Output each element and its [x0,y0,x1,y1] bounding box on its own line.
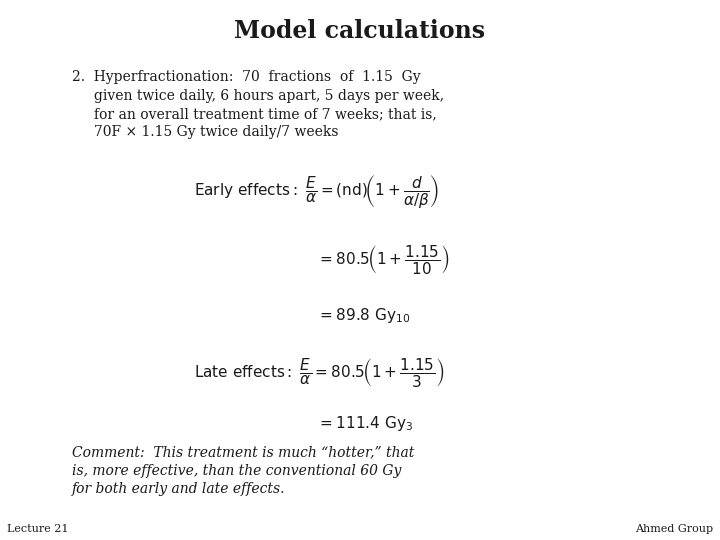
Text: 2.  Hyperfractionation:  70  fractions  of  1.15  Gy
     given twice daily, 6 h: 2. Hyperfractionation: 70 fractions of 1… [72,70,444,139]
Text: Model calculations: Model calculations [235,19,485,43]
Text: Lecture 21: Lecture 21 [7,523,68,534]
Text: $= 111.4\ \mathrm{Gy}_{3}$: $= 111.4\ \mathrm{Gy}_{3}$ [317,414,413,434]
Text: $= 89.8\ \mathrm{Gy}_{10}$: $= 89.8\ \mathrm{Gy}_{10}$ [317,306,410,326]
Text: $\mathrm{Early\ effects:}\ \dfrac{E}{\alpha} = (\mathrm{nd})\!\left(1 + \dfrac{d: $\mathrm{Early\ effects:}\ \dfrac{E}{\al… [194,173,440,210]
Text: Comment:  This treatment is much “hotter,” that
is, more effective, than the con: Comment: This treatment is much “hotter,… [72,446,415,496]
Text: $= 80.5\!\left(1 + \dfrac{1.15}{10}\right)$: $= 80.5\!\left(1 + \dfrac{1.15}{10}\righ… [317,242,449,276]
Text: Ahmed Group: Ahmed Group [634,523,713,534]
Text: $\mathrm{Late\ effects:}\ \dfrac{E}{\alpha} = 80.5\!\left(1 + \dfrac{1.15}{3}\ri: $\mathrm{Late\ effects:}\ \dfrac{E}{\alp… [194,356,445,389]
